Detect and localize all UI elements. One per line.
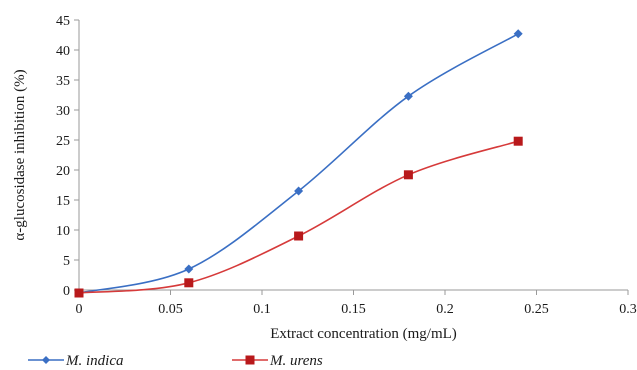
x-tick-label: 0.15 bbox=[341, 302, 366, 317]
data-point-m-indica bbox=[403, 91, 413, 101]
y-tick-label: 0 bbox=[63, 284, 70, 299]
y-tick-label: 30 bbox=[56, 104, 70, 119]
legend-marker-m-urens bbox=[245, 355, 255, 365]
data-point-m-urens bbox=[294, 231, 304, 241]
y-tick-label: 35 bbox=[56, 74, 70, 89]
legend: M. indica M. urens bbox=[28, 353, 323, 369]
legend-marker-m-indica bbox=[42, 356, 50, 364]
y-tick-label: 5 bbox=[63, 254, 70, 269]
y-tick-label: 25 bbox=[56, 134, 70, 149]
x-tick-label: 0.05 bbox=[158, 302, 183, 317]
x-tick-label: 0.2 bbox=[436, 302, 454, 317]
data-point-m-indica bbox=[294, 186, 304, 196]
plot-area bbox=[74, 29, 523, 298]
data-point-m-indica bbox=[513, 29, 523, 39]
y-tick-label: 40 bbox=[56, 44, 70, 59]
y-tick-label: 10 bbox=[56, 224, 70, 239]
x-tick-label: 0.3 bbox=[619, 302, 637, 317]
series-line-m-urens bbox=[78, 140, 519, 294]
data-point-m-urens bbox=[513, 136, 523, 146]
x-tick-label: 0.1 bbox=[253, 302, 271, 317]
series-line-m-indica bbox=[78, 33, 519, 294]
data-point-m-urens bbox=[74, 288, 84, 298]
x-axis-title: Extract concentration (mg/mL) bbox=[270, 326, 457, 342]
legend-label-m-urens: M. urens bbox=[269, 353, 323, 369]
x-tick-label: 0.25 bbox=[524, 302, 549, 317]
x-tick-label: 0 bbox=[76, 302, 83, 317]
legend-item-m-urens: M. urens bbox=[232, 353, 323, 369]
axes bbox=[78, 20, 628, 291]
y-axis-title: α-glucosidase inhibition (%) bbox=[12, 69, 28, 240]
y-tick-label: 15 bbox=[56, 194, 70, 209]
data-point-m-indica bbox=[184, 264, 194, 274]
legend-item-m-indica: M. indica bbox=[28, 353, 124, 369]
y-tick-label: 45 bbox=[56, 14, 70, 29]
legend-label-m-indica: M. indica bbox=[65, 353, 124, 369]
data-point-m-urens bbox=[403, 170, 413, 180]
data-point-m-urens bbox=[184, 278, 194, 288]
axis-ticks: 0 5 10 15 20 25 30 35 40 45 0 0.05 0.1 0.15 0.2 0.25 0.3 bbox=[56, 14, 637, 317]
y-tick-label: 20 bbox=[56, 164, 70, 179]
